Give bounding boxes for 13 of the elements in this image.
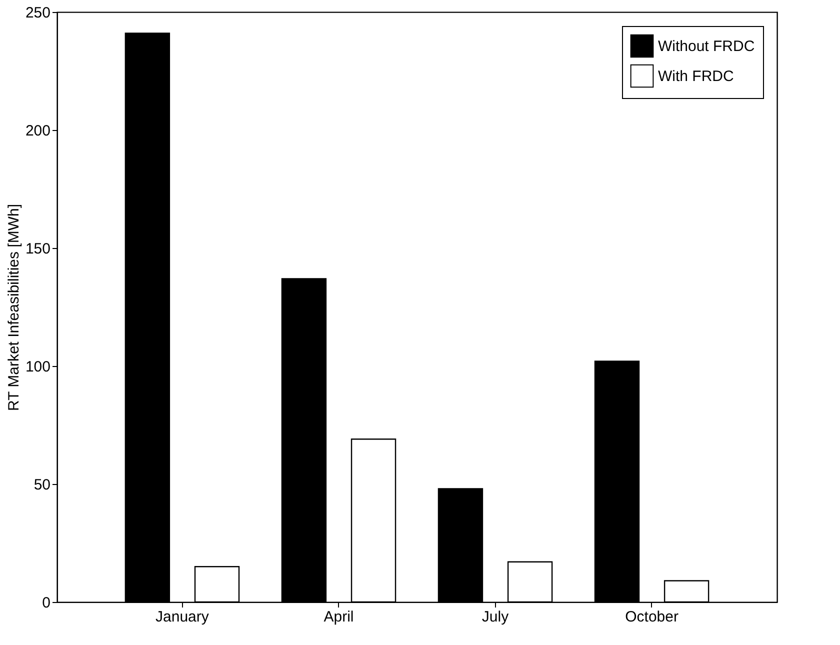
y-tick-label: 50 — [34, 476, 50, 494]
y-tick-label: 150 — [25, 240, 50, 258]
y-tick-label: 250 — [25, 4, 50, 22]
y-axis-title: RT Market Infeasibilities [MWh] — [5, 204, 22, 412]
x-tick-label: April — [324, 608, 354, 626]
x-tick-label: October — [625, 608, 678, 626]
y-tick-label: 200 — [25, 122, 50, 140]
y-tick-label: 100 — [25, 358, 50, 376]
x-tick-label: July — [482, 608, 510, 626]
legend-label: Without FRDC — [658, 38, 755, 55]
x-tick-label: January — [156, 608, 210, 626]
legend-label: With FRDC — [658, 68, 734, 85]
y-tick-label: 0 — [42, 594, 50, 612]
